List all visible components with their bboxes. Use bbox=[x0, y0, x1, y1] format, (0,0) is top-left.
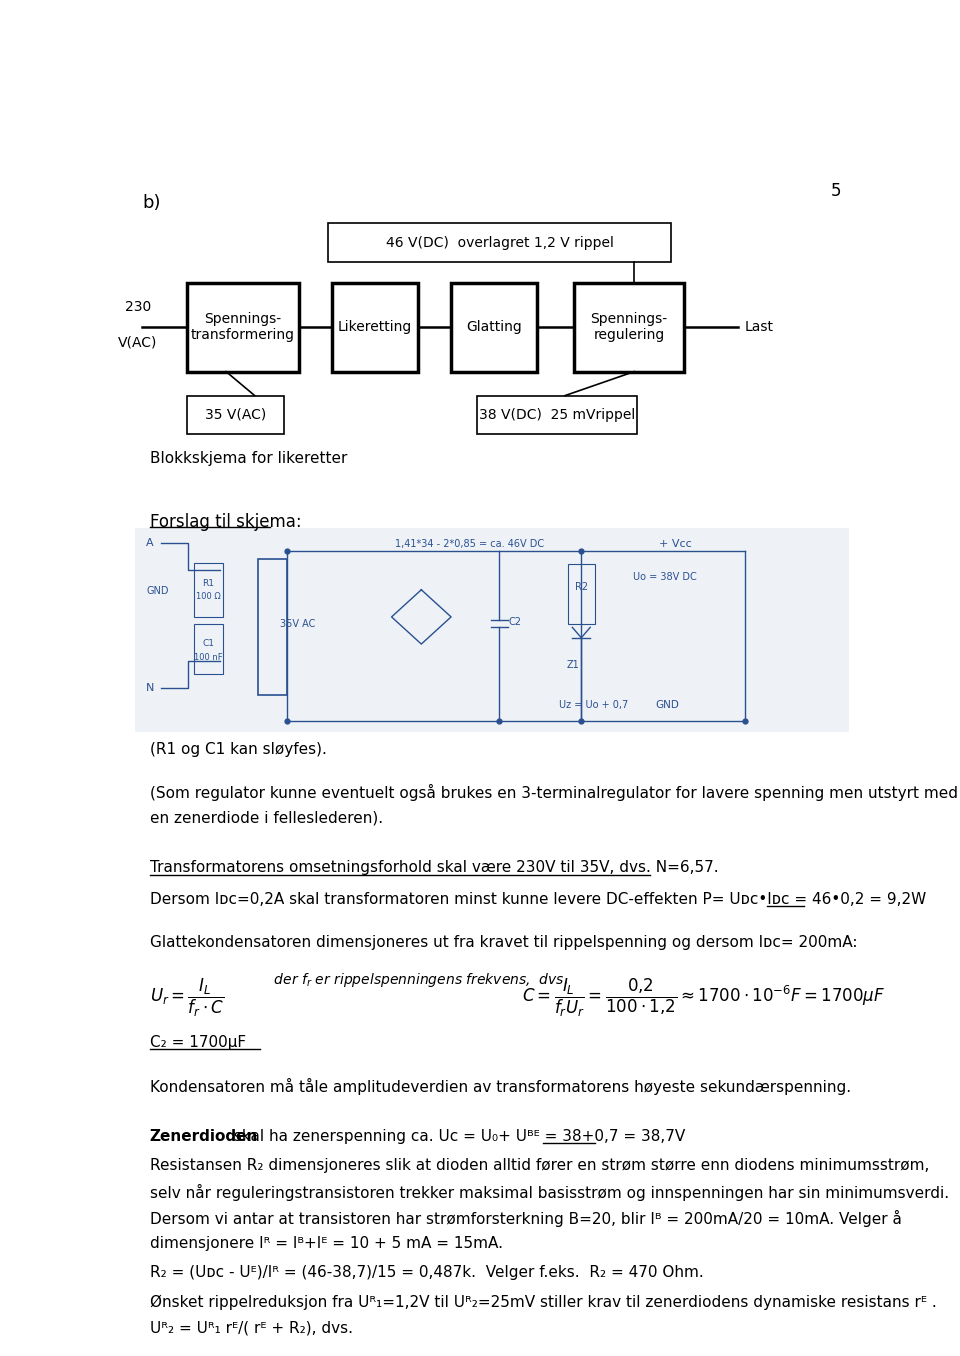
Text: 100 nF: 100 nF bbox=[194, 652, 223, 662]
Text: + Vcc: + Vcc bbox=[660, 538, 692, 549]
FancyBboxPatch shape bbox=[574, 283, 684, 372]
Text: Ønsket rippelreduksjon fra Uᴿ₁=1,2V til Uᴿ₂=25mV stiller krav til zenerdiodens d: Ønsket rippelreduksjon fra Uᴿ₁=1,2V til … bbox=[150, 1295, 937, 1310]
Text: Uᴿ₂ = Uᴿ₁ rᴱ/( rᴱ + R₂), dvs.: Uᴿ₂ = Uᴿ₁ rᴱ/( rᴱ + R₂), dvs. bbox=[150, 1321, 352, 1336]
FancyBboxPatch shape bbox=[477, 396, 637, 434]
Text: Likeretting: Likeretting bbox=[338, 320, 412, 334]
Text: 46 V(DC)  overlagret 1,2 V rippel: 46 V(DC) overlagret 1,2 V rippel bbox=[386, 236, 613, 250]
Text: 100 Ω: 100 Ω bbox=[196, 593, 221, 601]
Text: Resistansen R₂ dimensjoneres slik at dioden alltid fører en strøm større enn dio: Resistansen R₂ dimensjoneres slik at dio… bbox=[150, 1158, 929, 1173]
Text: R1: R1 bbox=[203, 579, 214, 587]
Text: Glatting: Glatting bbox=[466, 320, 521, 334]
Text: Dersom vi antar at transistoren har strømforsterkning B=20, blir Iᴮ = 200mA/20 =: Dersom vi antar at transistoren har strø… bbox=[150, 1210, 901, 1227]
Text: b): b) bbox=[142, 194, 161, 212]
Text: Transformatorens omsetningsforhold skal være 230V til 35V, dvs. N=6,57.: Transformatorens omsetningsforhold skal … bbox=[150, 860, 718, 875]
Text: V(AC): V(AC) bbox=[118, 335, 157, 350]
FancyBboxPatch shape bbox=[187, 283, 299, 372]
Text: Glattekondensatoren dimensjoneres ut fra kravet til rippelspenning og dersom Iᴅᴄ: Glattekondensatoren dimensjoneres ut fra… bbox=[150, 936, 857, 951]
Text: 35 V(AC): 35 V(AC) bbox=[204, 408, 266, 422]
Text: C2: C2 bbox=[509, 617, 521, 626]
FancyBboxPatch shape bbox=[187, 396, 284, 434]
Text: Zenerdioden: Zenerdioden bbox=[150, 1128, 258, 1143]
Text: 35V AC: 35V AC bbox=[280, 620, 315, 629]
Text: skal ha zenerspenning ca. Uᴄ = U₀+ Uᴮᴱ = 38+0,7 = 38,7V: skal ha zenerspenning ca. Uᴄ = U₀+ Uᴮᴱ =… bbox=[228, 1128, 684, 1143]
FancyBboxPatch shape bbox=[257, 560, 287, 696]
Text: Last: Last bbox=[745, 320, 774, 334]
Text: GND: GND bbox=[656, 700, 680, 709]
FancyBboxPatch shape bbox=[568, 564, 594, 624]
Text: 1,41*34 - 2*0,85 = ca. 46V DC: 1,41*34 - 2*0,85 = ca. 46V DC bbox=[396, 538, 544, 549]
FancyBboxPatch shape bbox=[451, 283, 537, 372]
Text: Uo = 38V DC: Uo = 38V DC bbox=[634, 572, 697, 582]
Text: selv når reguleringstransistoren trekker maksimal basisstrøm og innspenningen ha: selv når reguleringstransistoren trekker… bbox=[150, 1184, 948, 1201]
Text: (R1 og C1 kan sløyfes).: (R1 og C1 kan sløyfes). bbox=[150, 742, 326, 757]
Text: 38 V(DC)  25 mVrippel: 38 V(DC) 25 mVrippel bbox=[479, 408, 636, 422]
Text: Z1: Z1 bbox=[566, 660, 579, 670]
Text: $U_r = \dfrac{I_L}{f_r \cdot C}$: $U_r = \dfrac{I_L}{f_r \cdot C}$ bbox=[150, 978, 224, 1020]
Text: C₂ = 1700μF: C₂ = 1700μF bbox=[150, 1035, 246, 1050]
FancyBboxPatch shape bbox=[194, 563, 223, 617]
Text: der $f_r$ er rippelspenningens frekvens,  dvs.: der $f_r$ er rippelspenningens frekvens,… bbox=[265, 971, 567, 989]
Text: 230: 230 bbox=[125, 300, 151, 313]
Text: Blokkskjema for likeretter: Blokkskjema for likeretter bbox=[150, 452, 348, 466]
Text: Kondensatoren må tåle amplitudeverdien av transformatorens høyeste sekundærspenn: Kondensatoren må tåle amplitudeverdien a… bbox=[150, 1078, 851, 1096]
Text: C1: C1 bbox=[203, 639, 214, 648]
Text: R2: R2 bbox=[575, 582, 588, 591]
Text: Spennings-
transformering: Spennings- transformering bbox=[191, 312, 295, 342]
FancyBboxPatch shape bbox=[332, 283, 418, 372]
Text: dimensjonere Iᴿ = Iᴮ+Iᴱ = 10 + 5 mA = 15mA.: dimensjonere Iᴿ = Iᴮ+Iᴱ = 10 + 5 mA = 15… bbox=[150, 1237, 503, 1252]
Text: N: N bbox=[146, 683, 155, 693]
FancyBboxPatch shape bbox=[194, 624, 223, 674]
Text: GND: GND bbox=[146, 586, 169, 595]
Text: Uz = Uo + 0,7: Uz = Uo + 0,7 bbox=[559, 700, 628, 709]
Text: A: A bbox=[146, 538, 154, 548]
Text: Spennings-
regulering: Spennings- regulering bbox=[590, 312, 667, 342]
Text: (Som regulator kunne eventuelt også brukes en 3-terminalregulator for lavere spe: (Som regulator kunne eventuelt også bruk… bbox=[150, 784, 958, 801]
Text: Forslag til skjema:: Forslag til skjema: bbox=[150, 513, 301, 530]
Text: en zenerdiode i felleslederen).: en zenerdiode i felleslederen). bbox=[150, 810, 383, 824]
FancyBboxPatch shape bbox=[328, 224, 670, 262]
Text: 5: 5 bbox=[831, 182, 842, 199]
Text: $C = \dfrac{I_L}{f_r U_r} = \dfrac{0{,}2}{100 \cdot 1{,}2} \approx 1700 \cdot 10: $C = \dfrac{I_L}{f_r U_r} = \dfrac{0{,}2… bbox=[522, 978, 885, 1020]
Text: Dersom Iᴅᴄ=0,2A skal transformatoren minst kunne levere DC-effekten P= Uᴅᴄ•Iᴅᴄ =: Dersom Iᴅᴄ=0,2A skal transformatoren min… bbox=[150, 891, 926, 907]
FancyBboxPatch shape bbox=[134, 529, 849, 732]
Text: R₂ = (Uᴅᴄ - Uᴱ)/Iᴿ = (46-38,7)/15 = 0,487k.  Velger f.eks.  R₂ = 470 Ohm.: R₂ = (Uᴅᴄ - Uᴱ)/Iᴿ = (46-38,7)/15 = 0,48… bbox=[150, 1265, 704, 1280]
